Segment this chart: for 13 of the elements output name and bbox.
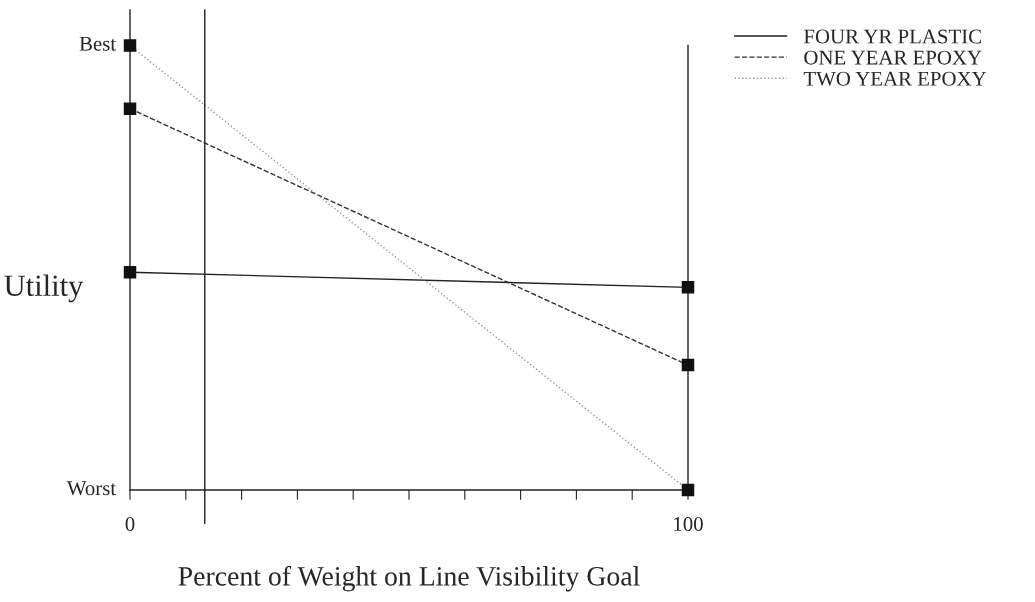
legend-label: ONE YEAR EPOXY [804,50,982,65]
point [123,265,137,279]
y-axis-title: Utility [4,274,84,303]
x-tick-label: 0 [125,516,135,532]
text: Worst [66,481,116,496]
x-axis-title: Percent of Weight on Line Visibility Goal [178,565,640,592]
legend-label: FOUR YR PLASTIC [804,29,981,44]
point [681,358,695,372]
point [681,281,695,294]
x-tick-label: 100 [674,516,703,532]
annotation: Best [79,36,116,51]
point [123,102,137,115]
legend-label: TWO YEAR EPOXY [803,71,987,86]
